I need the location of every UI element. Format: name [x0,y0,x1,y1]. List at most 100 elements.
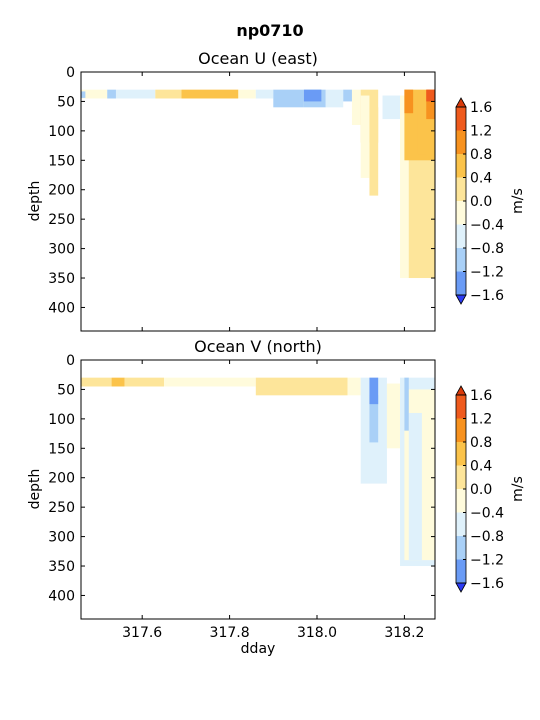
panel-ocean-u: Ocean U (east) depth 0 50 100 150 200 250 300 3… [27,49,526,332]
colorbar-tick-label: −1.6 [470,576,504,592]
contour-cell [426,89,435,102]
contour-cell [255,89,274,99]
contour-cell [417,95,427,155]
y-axis-label: depth [27,181,43,222]
colorbar-tick-label: 0.0 [470,482,492,498]
contour-cell [81,89,108,99]
contour-cell [181,89,239,99]
contour-cell [360,95,370,178]
colorbar-label: m/s [510,188,526,214]
plot-frame [80,359,436,620]
contour-cell [155,89,182,99]
plot-frame [80,71,436,332]
contour-cell [369,377,379,405]
contour-cell [369,395,379,443]
y-tick-label: 50 [57,94,75,110]
y-tick-label: 400 [48,588,75,604]
colorbar-tick-label: 0.4 [470,171,492,187]
contour-cell [351,89,361,125]
colorbar-extend-max [455,97,467,108]
figure-title: np0710 [236,21,303,40]
x-axis-label: dday [241,641,276,657]
contour-cell [404,89,414,114]
y-tick-label: 400 [48,300,75,316]
colorbar-segment [456,107,466,131]
y-tick-label: 50 [57,382,75,398]
y-tick-label: 250 [48,500,75,516]
colorbar-segment [456,489,466,513]
colorbar-tick-label: 0.4 [470,459,492,475]
contour-cell [426,89,435,120]
colorbar-tick-label: −1.6 [470,288,504,304]
y-tick-label: 300 [48,530,75,546]
contour-cell [115,89,156,99]
y-tick-label: 100 [48,412,75,428]
y-tick-label: 300 [48,242,75,258]
x-tick-label: 317.8 [210,625,250,641]
contour-cell [369,107,379,196]
colorbar-segment [456,395,466,419]
colorbar-segment [456,177,466,202]
y-tick-label: 0 [66,65,75,81]
colorbar-tick-label: 1.6 [470,388,492,404]
colorbar-tick-label: −0.4 [470,506,504,522]
colorbar-segment [456,154,466,178]
colorbar-tick-label: 0.8 [470,435,492,451]
colorbar-tick-label: −0.8 [470,241,504,257]
colorbar-tick-label: 0.8 [470,147,492,163]
contour-cell [408,142,435,279]
contour-cell [386,383,401,449]
y-tick-label: 250 [48,212,75,228]
colorbar-extend-max [455,385,467,396]
colorbar-segment [456,536,466,560]
colorbar-segment [456,271,466,296]
colorbar-segment [456,224,466,249]
y-tick-label: 200 [48,183,75,199]
contour-cell [81,377,112,387]
colorbar-tick-label: −0.8 [470,529,504,545]
y-tick-label: 100 [48,124,75,140]
contour-cell [107,89,116,99]
y-tick-label: 350 [48,559,75,575]
colorbar: 1.6 1.2 0.8 0.4 0.0 −0.4 −0.8 −1.2 −1.6 [455,385,504,593]
x-tick-label: 318.0 [297,625,337,641]
colorbar-segment [456,130,466,155]
colorbar-segment [456,512,466,537]
contour-cell [164,377,256,387]
colorbar-label: m/s [510,476,526,502]
colorbar-tick-label: −1.2 [470,265,504,281]
colorbar-segment [456,418,466,443]
contour-cell [347,377,361,396]
colorbar-segment [456,201,466,225]
plot-area: 0 50 100 150 200 250 300 350 400 317.6 317.8 318.0 3… [48,353,436,641]
colorbar-extend-min [455,294,467,305]
panel-title: Ocean U (east) [198,49,318,68]
contour-cell [124,377,165,387]
x-tick-label: 317.6 [122,625,162,641]
colorbar-segment [456,248,466,272]
colorbar-extend-min [455,582,467,593]
colorbar-tick-label: 0.0 [470,194,492,210]
y-tick-label: 350 [48,271,75,287]
contour-cell [404,377,409,431]
colorbar: 1.6 1.2 0.8 0.4 0.0 −0.4 −0.8 −1.2 −1.6 [455,97,504,305]
colorbar-tick-label: 1.6 [470,100,492,116]
contour-cell [408,412,422,561]
contour-cell [238,89,256,99]
y-tick-label: 200 [48,471,75,487]
contour-cell [382,95,401,120]
contour-cell [255,377,348,396]
colorbar-tick-label: 1.2 [470,124,492,140]
panel-title: Ocean V (north) [194,337,322,356]
contour-cell [111,377,125,387]
colorbar-segment [456,465,466,490]
contour-cell [81,91,86,98]
colorbar-tick-label: 1.2 [470,412,492,428]
colorbar-tick-label: −0.4 [470,218,504,234]
colorbar-segment [456,442,466,466]
contour-cell [273,89,304,108]
plot-area: 0 50 100 150 200 250 300 350 400 [48,65,436,332]
x-tick-label: 318.2 [384,625,424,641]
colorbar-segment [456,559,466,584]
